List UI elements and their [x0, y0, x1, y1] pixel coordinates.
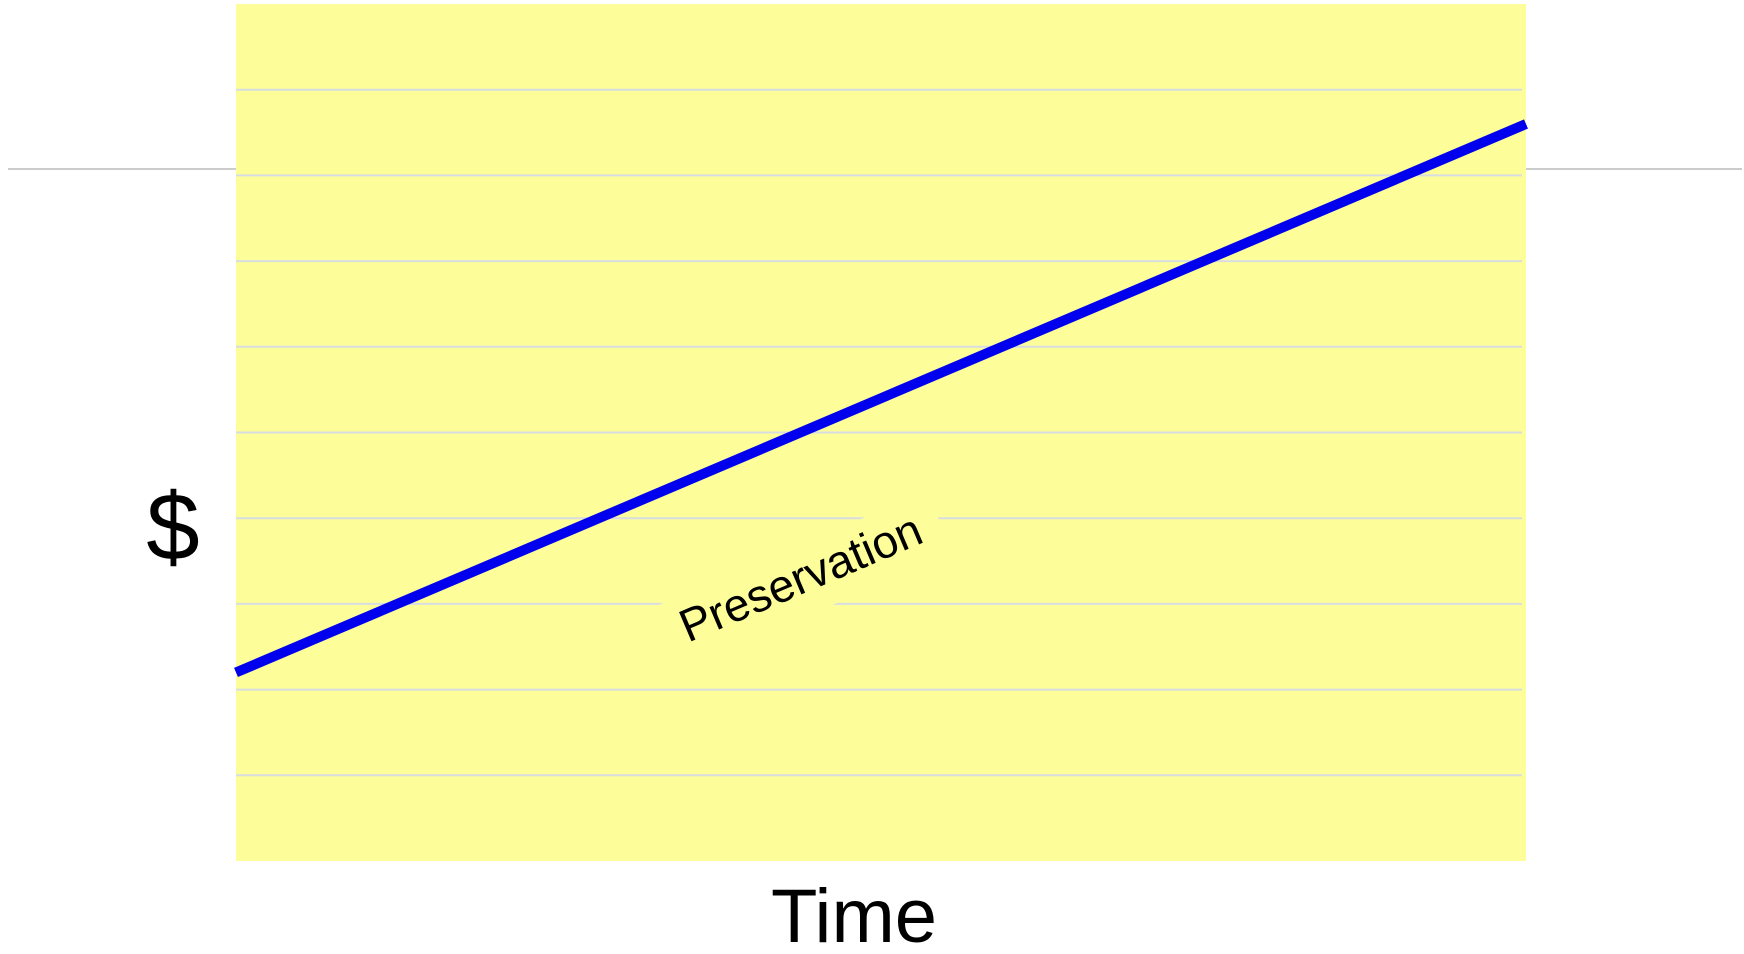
data-line [234, 119, 1528, 678]
y-axis-label: $ [146, 473, 199, 580]
annotation-background [650, 491, 954, 671]
plot-area: Preservation [234, 4, 1528, 861]
x-axis-label: Time [771, 874, 937, 954]
